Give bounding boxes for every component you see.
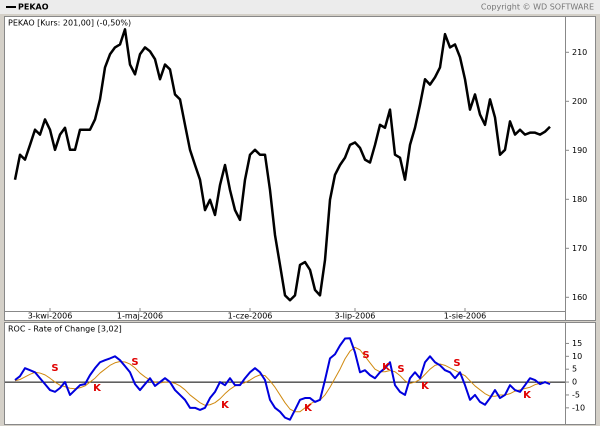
y-tick-label: -5 <box>572 390 580 399</box>
series-line <box>13 28 551 302</box>
y-tick-label: 10 <box>572 352 582 361</box>
x-tick-label: 3-lip-2006 <box>335 312 376 321</box>
y-tick-label: 0 <box>572 378 577 387</box>
series-line <box>14 337 551 421</box>
signal-marker: S <box>453 358 460 369</box>
x-tick-label: 1-maj-2006 <box>117 312 163 321</box>
price-title: PEKAO [Kurs: 201,00] (-0,50%) <box>8 19 131 28</box>
x-tick-label: 1-sie-2006 <box>444 312 487 321</box>
x-tick-label: 1-cze-2006 <box>228 312 273 321</box>
price-panel <box>4 16 596 321</box>
signal-marker: S <box>397 364 404 375</box>
signal-marker: S <box>362 350 369 361</box>
y-tick-label: 180 <box>572 195 587 204</box>
y-tick-label: 5 <box>572 365 577 374</box>
signal-marker: K <box>221 400 230 411</box>
y-tick-label: 200 <box>572 97 587 106</box>
legend-label: PEKAO <box>18 3 49 12</box>
signal-marker: S <box>131 357 138 368</box>
y-tick-label: 15 <box>572 339 582 348</box>
signal-marker: K <box>382 362 391 373</box>
roc-panel <box>4 322 596 425</box>
signal-marker: K <box>304 403 313 414</box>
top-bar <box>0 0 600 14</box>
y-tick-label: 160 <box>572 293 587 302</box>
y-tick-label: -10 <box>572 403 585 412</box>
y-tick-label: 190 <box>572 146 587 155</box>
signal-marker: K <box>421 381 430 392</box>
y-tick-label: 170 <box>572 244 587 253</box>
signal-marker: K <box>93 383 102 394</box>
y-tick-label: 210 <box>572 48 587 57</box>
signal-marker: S <box>51 363 58 374</box>
roc-title: ROC - Rate of Change [3,02] <box>8 325 122 334</box>
copyright: Copyright © WD SOFTWARE <box>481 3 594 12</box>
signal-marker: K <box>523 390 532 401</box>
x-tick-label: 3-kwi-2006 <box>28 312 73 321</box>
